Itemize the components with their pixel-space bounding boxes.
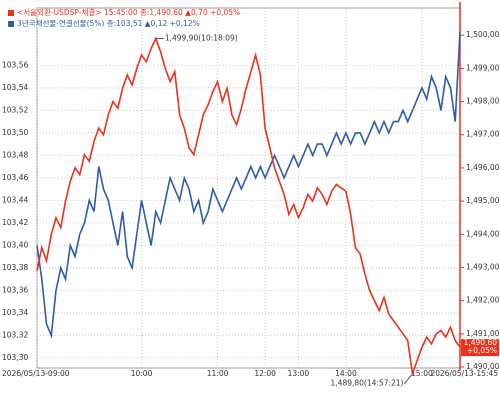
y-tick-label: 103,36 bbox=[2, 285, 28, 294]
y-tick-label: 103,40 bbox=[2, 240, 28, 249]
y-tick-label: 103,50 bbox=[2, 128, 28, 137]
x-tick-label: 13:00 bbox=[288, 369, 310, 378]
annotation: 1,489,80(14:57:21) bbox=[331, 379, 404, 388]
y2-tick-label: 1,500,00 bbox=[466, 30, 500, 39]
x-tick-label: 14:00 bbox=[335, 369, 357, 378]
y2-tick-label: 1,496,00 bbox=[466, 163, 500, 172]
y-tick-label: 103,56 bbox=[2, 60, 28, 69]
x-tick-label: 2026/05/13-15:45 bbox=[430, 369, 498, 378]
annotation: 1,499,90(10:18:09) bbox=[165, 34, 238, 43]
y2-tick-label: 1,490,00 bbox=[466, 362, 500, 371]
y-tick-label: 103,52 bbox=[2, 105, 28, 114]
y-tick-label: 103,34 bbox=[2, 308, 28, 317]
y2-tick-label: 1,498,00 bbox=[466, 97, 500, 106]
y2-tick-label: 1,497,00 bbox=[466, 130, 500, 139]
y-tick-label: 103,44 bbox=[2, 195, 28, 204]
x-tick-label: 15:00 bbox=[411, 369, 433, 378]
y2-tick-label: 1,492,00 bbox=[466, 296, 500, 305]
series-line bbox=[36, 36, 461, 374]
y-tick-label: 103,32 bbox=[2, 330, 28, 339]
x-tick-label: 2026/05/13-09:00 bbox=[2, 369, 70, 378]
y2-tick-label: 1,495,00 bbox=[466, 196, 500, 205]
legend-label: 3년국채선물-연결선물(5%) 종:103,51 ▲0,12 +0,12% bbox=[17, 18, 200, 28]
y2-tick-label: 1,494,00 bbox=[466, 229, 500, 238]
legend-label: <서울외환-USDSP-체결> 15:45:00 종:1,490,60 ▲0,7… bbox=[17, 7, 240, 17]
y-tick-label: 103,48 bbox=[2, 150, 28, 159]
x-tick-label: 11:00 bbox=[207, 369, 229, 378]
series-line bbox=[36, 31, 461, 339]
last-price-box bbox=[461, 339, 499, 357]
legend-swatch bbox=[8, 10, 14, 16]
last-price-label: 1,490,60 bbox=[464, 338, 498, 347]
y-tick-label: 103,42 bbox=[2, 218, 28, 227]
annotation-leader bbox=[404, 373, 413, 384]
legend-swatch bbox=[8, 21, 14, 27]
y2-tick-label: 1,499,00 bbox=[466, 63, 500, 72]
y-tick-label: 103,46 bbox=[2, 173, 28, 182]
y-tick-label: 103,30 bbox=[2, 353, 28, 362]
y2-tick-label: 1,491,00 bbox=[466, 329, 500, 338]
y2-tick-label: 1,493,00 bbox=[466, 262, 500, 271]
x-tick-label: 10:00 bbox=[131, 369, 153, 378]
y-tick-label: 103,54 bbox=[2, 83, 28, 92]
last-price-label: +0,05% bbox=[467, 346, 497, 355]
x-tick-label: 12:00 bbox=[254, 369, 276, 378]
y-tick-label: 103,38 bbox=[2, 263, 28, 272]
